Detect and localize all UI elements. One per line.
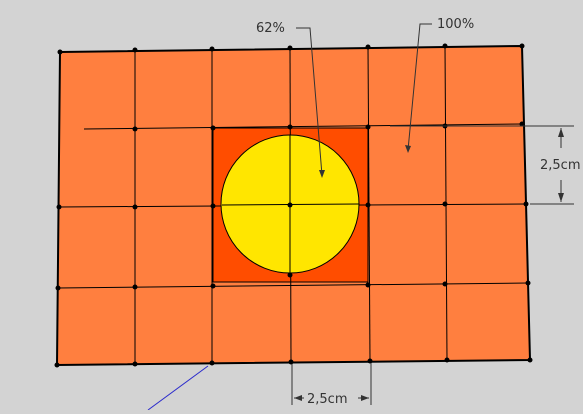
horizontal-dimension	[291, 363, 372, 405]
dimension-vertical-label: 2,5cm	[540, 158, 581, 173]
dimension-horizontal-label: 2,5cm	[307, 392, 348, 407]
blue-guide-line	[147, 365, 209, 411]
vertical-dimension	[390, 125, 574, 205]
label-62-leader	[296, 27, 325, 178]
label-100-percent: 100%	[437, 17, 474, 32]
label-100-leader	[405, 23, 432, 153]
label-62-percent: 62%	[256, 21, 285, 36]
vertex-points	[54, 43, 533, 368]
